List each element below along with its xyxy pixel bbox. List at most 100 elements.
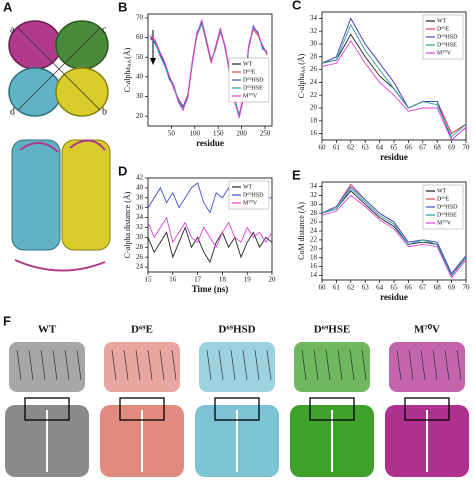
- series-line: [147, 226, 273, 264]
- x-tick-label: 63: [362, 284, 370, 292]
- structure-top: [389, 342, 465, 392]
- highlight-box: [24, 397, 70, 421]
- plot-frame: [147, 13, 273, 127]
- y-axis-label-sub: AA: [128, 59, 133, 67]
- variant-label: WT: [38, 324, 57, 336]
- y-axis-label-main: C-alpha: [297, 73, 306, 99]
- side-chain: [349, 349, 355, 381]
- legend-label: M⁷⁰V: [437, 49, 452, 56]
- side-chain: [28, 349, 34, 381]
- legend-label: M⁷⁰V: [243, 199, 258, 206]
- y-tick-label: 18: [310, 116, 318, 124]
- side-chain: [16, 349, 22, 381]
- y-tick-label: 34: [310, 14, 318, 22]
- legend-label: D⁶⁹HSE: [243, 85, 263, 91]
- variant-label: M⁷⁰V: [414, 324, 440, 336]
- highlight-box: [309, 397, 355, 421]
- variant-label: D⁶⁹E: [131, 324, 153, 336]
- tetramer-top-view: [8, 20, 109, 117]
- x-tick-label: 100: [190, 130, 201, 138]
- variant-label: D⁶⁹HSE: [314, 324, 351, 336]
- panel-label: F: [3, 313, 11, 328]
- panel-label: B: [118, 0, 127, 14]
- tetramer-side-view: [11, 139, 111, 272]
- side-chain: [64, 349, 70, 381]
- y-axis-label-main: CoM distance (Å): [297, 202, 306, 260]
- legend-label: WT: [243, 184, 253, 190]
- panel-label: D: [118, 163, 127, 178]
- legend-label: D⁶⁹HSD: [437, 34, 458, 40]
- side-chain: [52, 349, 58, 381]
- x-axis-label: residue: [380, 152, 408, 162]
- x-tick-label: 200: [236, 130, 247, 138]
- side-chain: [135, 349, 141, 381]
- x-tick-label: 69: [448, 284, 456, 292]
- x-tick-label: 67: [419, 144, 427, 152]
- side-chain: [159, 349, 165, 381]
- x-tick-label: 67: [419, 284, 427, 292]
- y-tick-label: 32: [310, 27, 318, 35]
- y-tick-label: 20: [136, 112, 144, 120]
- x-tick-label: 68: [434, 284, 442, 292]
- y-tick-label: 26: [136, 253, 144, 261]
- side-chain: [147, 349, 153, 381]
- y-axis-label-unit: (Å): [297, 53, 306, 64]
- side-chain: [254, 349, 260, 381]
- structure-top: [294, 342, 370, 392]
- y-tick-label: 16: [310, 129, 318, 137]
- y-tick-label: 40: [136, 72, 144, 80]
- side-chain: [242, 349, 248, 381]
- subunit-label: a: [10, 24, 15, 35]
- side-chain: [171, 349, 177, 381]
- y-axis-label-main: C-alpha distance (Å): [123, 191, 132, 258]
- y-tick-label: 32: [136, 223, 144, 231]
- series-line: [321, 23, 467, 138]
- side-chain: [111, 349, 117, 381]
- side-chain: [301, 349, 307, 381]
- y-axis-label: CoM distance (Å): [297, 202, 306, 260]
- y-axis-label: C-alphaAA(Å): [123, 47, 133, 92]
- y-tick-label: 16: [310, 262, 318, 270]
- y-tick-label: 24: [310, 78, 318, 86]
- x-tick-label: 65: [391, 284, 399, 292]
- x-tick-label: 66: [405, 144, 413, 152]
- legend-label: D⁶⁹E: [437, 26, 450, 32]
- arrow-head: [150, 58, 156, 65]
- x-tick-label: 66: [405, 284, 413, 292]
- x-tick-label: 69: [448, 144, 456, 152]
- y-tick-label: 38: [136, 193, 144, 201]
- x-tick-label: 60: [319, 284, 327, 292]
- x-tick-label: 60: [319, 144, 327, 152]
- side-chain: [337, 349, 343, 381]
- y-tick-label: 30: [136, 92, 144, 100]
- legend-label: D⁶⁹E: [437, 196, 450, 202]
- y-tick-label: 32: [310, 191, 318, 199]
- variant-structures: [5, 342, 469, 477]
- side-chain: [456, 349, 462, 381]
- side-chain: [313, 349, 319, 381]
- legend-label: M⁷⁰V: [243, 92, 258, 99]
- x-tick-label: 16: [169, 276, 177, 284]
- series-line: [321, 39, 467, 141]
- side-chain: [361, 349, 367, 381]
- y-tick-label: 22: [310, 236, 318, 244]
- x-axis-label: Time (ns): [192, 284, 229, 294]
- panel-label: E: [292, 167, 301, 182]
- y-axis-label: C-alphaAA(Å): [297, 53, 307, 98]
- side-chain: [76, 349, 82, 381]
- side-chain: [325, 349, 331, 381]
- y-tick-label: 28: [310, 52, 318, 60]
- side-chain: [408, 349, 414, 381]
- series-line: [321, 185, 467, 275]
- side-chain: [432, 349, 438, 381]
- x-tick-label: 61: [333, 284, 341, 292]
- side-chain: [206, 349, 212, 381]
- y-tick-label: 36: [136, 203, 144, 211]
- y-tick-label: 26: [310, 218, 318, 226]
- highlight-box: [214, 397, 260, 421]
- highlight-box: [119, 397, 165, 421]
- side-chain: [218, 349, 224, 381]
- legend-label: WT: [437, 18, 447, 24]
- subunit-label: d: [10, 106, 15, 117]
